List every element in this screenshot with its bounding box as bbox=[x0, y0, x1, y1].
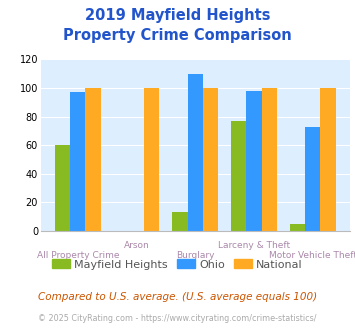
Bar bbox=[290, 224, 305, 231]
Bar bbox=[305, 127, 320, 231]
Text: © 2025 CityRating.com - https://www.cityrating.com/crime-statistics/: © 2025 CityRating.com - https://www.city… bbox=[38, 314, 317, 323]
Bar bbox=[246, 91, 262, 231]
Text: Larceny & Theft: Larceny & Theft bbox=[218, 241, 290, 250]
Text: All Property Crime: All Property Crime bbox=[37, 251, 119, 260]
Bar bbox=[144, 88, 159, 231]
Text: Compared to U.S. average. (U.S. average equals 100): Compared to U.S. average. (U.S. average … bbox=[38, 292, 317, 302]
Bar bbox=[55, 145, 70, 231]
Bar bbox=[320, 88, 335, 231]
Legend: Mayfield Heights, Ohio, National: Mayfield Heights, Ohio, National bbox=[48, 255, 307, 274]
Bar bbox=[231, 121, 246, 231]
Bar bbox=[172, 213, 187, 231]
Text: Arson: Arson bbox=[124, 241, 149, 250]
Bar bbox=[262, 88, 277, 231]
Bar bbox=[187, 74, 203, 231]
Text: Burglary: Burglary bbox=[176, 251, 214, 260]
Text: 2019 Mayfield Heights: 2019 Mayfield Heights bbox=[85, 8, 270, 23]
Bar bbox=[70, 92, 86, 231]
Text: Motor Vehicle Theft: Motor Vehicle Theft bbox=[269, 251, 355, 260]
Bar bbox=[86, 88, 101, 231]
Bar bbox=[203, 88, 218, 231]
Text: Property Crime Comparison: Property Crime Comparison bbox=[63, 28, 292, 43]
